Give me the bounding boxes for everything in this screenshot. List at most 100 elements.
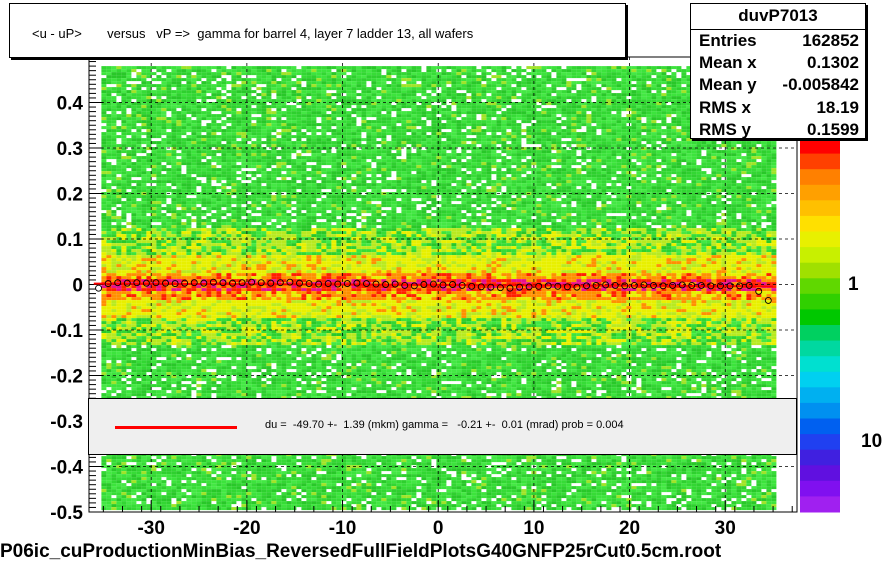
- heatmap-cell: [576, 123, 582, 127]
- heatmap-cell: [591, 111, 597, 115]
- heatmap-cell: [626, 153, 632, 157]
- heatmap-cell: [506, 87, 512, 91]
- heatmap-cell: [231, 105, 237, 109]
- heatmap-cell: [426, 183, 432, 187]
- heatmap-cell: [386, 66, 392, 70]
- heatmap-cell: [586, 132, 592, 136]
- heatmap-cell: [526, 90, 532, 94]
- heatmap-cell: [146, 123, 152, 127]
- heatmap-cell: [581, 183, 587, 187]
- heatmap-cell: [251, 99, 257, 103]
- heatmap-cell: [726, 186, 732, 190]
- heatmap-cell: [171, 111, 177, 115]
- heatmap-cell: [541, 141, 547, 145]
- heatmap-cell: [511, 132, 517, 136]
- heatmap-cell: [556, 156, 562, 160]
- heatmap-cell: [246, 114, 252, 118]
- heatmap-cell: [316, 129, 322, 133]
- heatmap-cell: [611, 105, 617, 109]
- heatmap-cell: [716, 159, 722, 163]
- heatmap-cell: [316, 186, 322, 190]
- heatmap-cell: [681, 105, 687, 109]
- heatmap-cell: [716, 165, 722, 169]
- heatmap-cell: [651, 69, 657, 73]
- heatmap-cell: [641, 78, 647, 82]
- heatmap-cell: [641, 165, 647, 169]
- heatmap-cell: [681, 99, 687, 103]
- heatmap-cell: [241, 177, 247, 181]
- heatmap-cell: [581, 177, 587, 181]
- heatmap-cell: [311, 153, 317, 157]
- heatmap-cell: [216, 114, 222, 118]
- heatmap-cell: [186, 105, 192, 109]
- heatmap-cell: [431, 108, 437, 112]
- heatmap-cell: [216, 174, 222, 178]
- heatmap-cell: [561, 132, 567, 136]
- heatmap-cell: [456, 189, 462, 193]
- heatmap-cell: [281, 177, 287, 181]
- heatmap-cell: [261, 141, 267, 145]
- heatmap-cell: [491, 126, 497, 130]
- heatmap-cell: [596, 90, 602, 94]
- heatmap-cell: [501, 138, 507, 142]
- heatmap-cell: [316, 165, 322, 169]
- heatmap-cell: [176, 84, 182, 88]
- heatmap-cell: [376, 159, 382, 163]
- heatmap-cell: [746, 153, 752, 157]
- heatmap-cell: [646, 90, 652, 94]
- heatmap-cell: [166, 117, 172, 121]
- heatmap-cell: [326, 123, 332, 127]
- heatmap-cell: [666, 162, 672, 166]
- heatmap-cell: [341, 126, 347, 130]
- heatmap-cell: [346, 177, 352, 181]
- heatmap-cell: [491, 165, 497, 169]
- heatmap-cell: [131, 144, 137, 148]
- heatmap-cell: [391, 162, 397, 166]
- heatmap-cell: [576, 90, 582, 94]
- heatmap-cell: [311, 120, 317, 124]
- heatmap-cell: [286, 99, 292, 103]
- heatmap-cell: [771, 165, 777, 169]
- heatmap-cell: [651, 96, 657, 100]
- heatmap-cell: [371, 69, 377, 73]
- heatmap-cell: [191, 147, 197, 151]
- heatmap-cell: [561, 108, 567, 112]
- heatmap-cell: [286, 144, 292, 148]
- heatmap-cell: [171, 177, 177, 181]
- heatmap-cell: [601, 156, 607, 160]
- heatmap-cell: [691, 183, 697, 187]
- heatmap-cell: [516, 168, 522, 172]
- heatmap-cell: [676, 117, 682, 121]
- heatmap-cell: [241, 99, 247, 103]
- heatmap-cell: [421, 165, 427, 169]
- heatmap-cells: [101, 66, 777, 511]
- heatmap-cell: [336, 75, 342, 79]
- heatmap-cell: [566, 165, 572, 169]
- heatmap-cell: [541, 69, 547, 73]
- heatmap-cell: [671, 183, 677, 187]
- heatmap-cell: [576, 162, 582, 166]
- heatmap-cell: [311, 87, 317, 91]
- heatmap-cell: [456, 144, 462, 148]
- heatmap-cell: [161, 129, 167, 133]
- heatmap-cell: [166, 84, 172, 88]
- heatmap-cell: [561, 129, 567, 133]
- heatmap-cell: [101, 90, 107, 94]
- heatmap-cell: [211, 177, 217, 181]
- heatmap-cell: [196, 105, 202, 109]
- heatmap-cell: [226, 69, 232, 73]
- heatmap-cell: [551, 90, 557, 94]
- heatmap-cell: [601, 123, 607, 127]
- heatmap-cell: [211, 156, 217, 160]
- heatmap-cell: [121, 117, 127, 121]
- heatmap-cell: [386, 72, 392, 76]
- heatmap-cell: [681, 150, 687, 154]
- heatmap-cell: [206, 114, 212, 118]
- heatmap-cell: [206, 162, 212, 166]
- heatmap-cell: [396, 117, 402, 121]
- heatmap-cell: [616, 96, 622, 100]
- heatmap-cell: [606, 126, 612, 130]
- heatmap-cell: [541, 156, 547, 160]
- heatmap-cell: [376, 126, 382, 130]
- heatmap-cell: [536, 66, 542, 70]
